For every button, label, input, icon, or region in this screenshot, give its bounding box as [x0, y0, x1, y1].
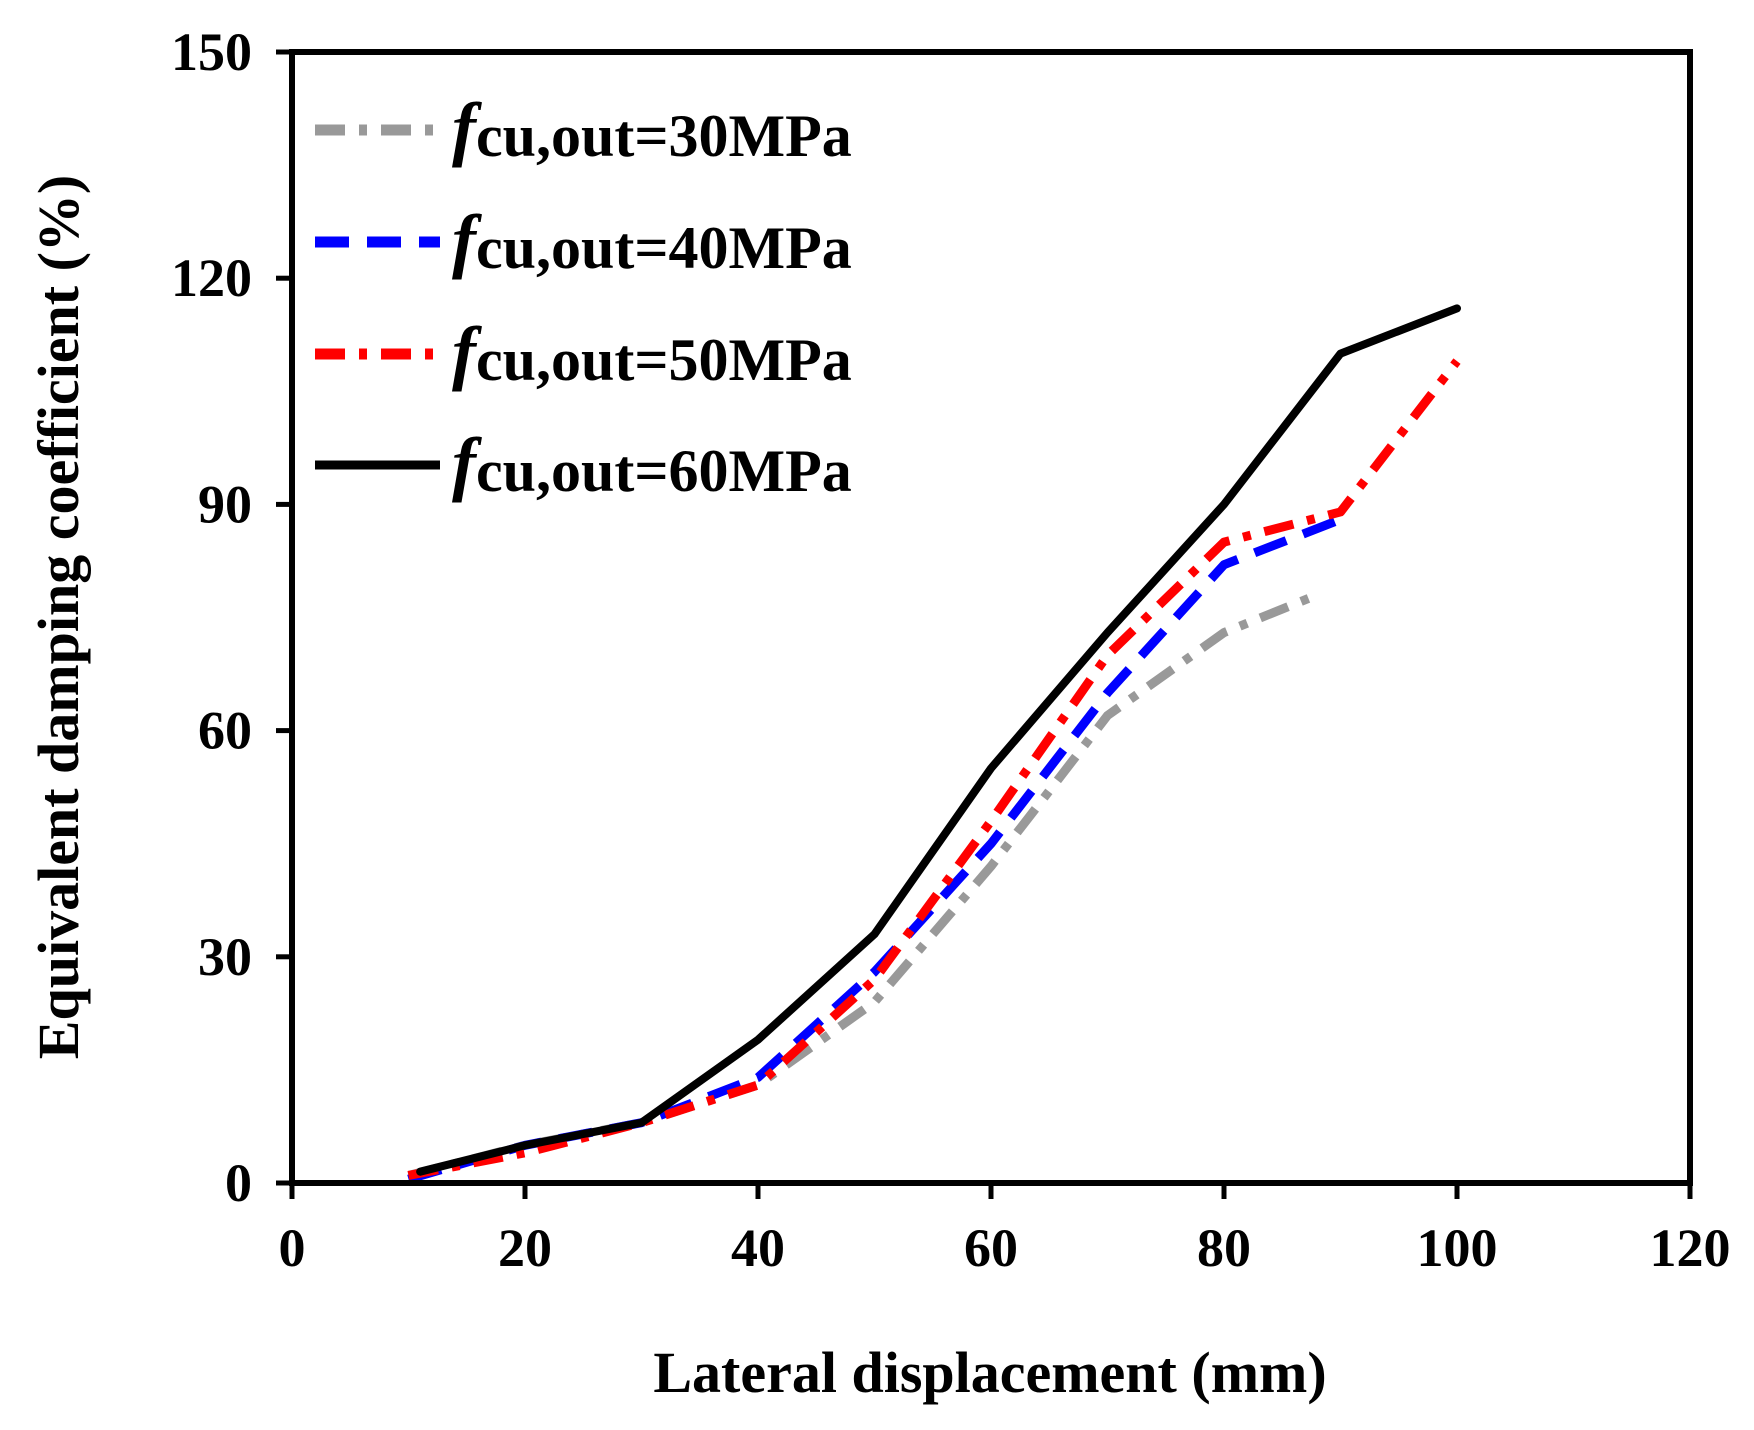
x-tick-label: 0 — [279, 1218, 306, 1278]
series-layer — [407, 304, 1461, 1184]
series-line-1 — [407, 590, 1319, 1180]
x-tick-label: 80 — [1197, 1218, 1251, 1278]
series-line-2 — [407, 515, 1343, 1184]
y-tick-label: 30 — [198, 927, 252, 987]
x-tick-label: 60 — [964, 1218, 1018, 1278]
x-tick-label: 120 — [1650, 1218, 1731, 1278]
legend-label-2: fcu,out=40MPa — [452, 200, 852, 281]
x-tick-label: 100 — [1417, 1218, 1498, 1278]
y-tick-label: 150 — [171, 22, 252, 82]
y-tick-label: 120 — [171, 248, 252, 308]
y-tick-label: 90 — [198, 474, 252, 534]
legend: fcu,out=30MPa fcu,out=40MPa fcu,out=50MPa f… — [315, 88, 852, 504]
y-tick-label: 0 — [225, 1153, 252, 1213]
legend-label-3: fcu,out=50MPa — [452, 312, 852, 393]
y-tick-label: 60 — [198, 701, 252, 761]
series-line-4 — [416, 304, 1461, 1176]
x-tick-label: 20 — [498, 1218, 552, 1278]
legend-label-4: fcu,out=60MPa — [452, 423, 852, 504]
y-axis-title: Equivalent damping coefficient (%) — [26, 175, 91, 1059]
ticks-layer: 0 20 40 60 80 100 120 0 30 60 90 120 150 — [171, 22, 1731, 1278]
legend-label-1: fcu,out=30MPa — [452, 88, 852, 169]
x-tick-label: 40 — [731, 1218, 785, 1278]
x-axis-title: Lateral displacement (mm) — [653, 1340, 1326, 1405]
